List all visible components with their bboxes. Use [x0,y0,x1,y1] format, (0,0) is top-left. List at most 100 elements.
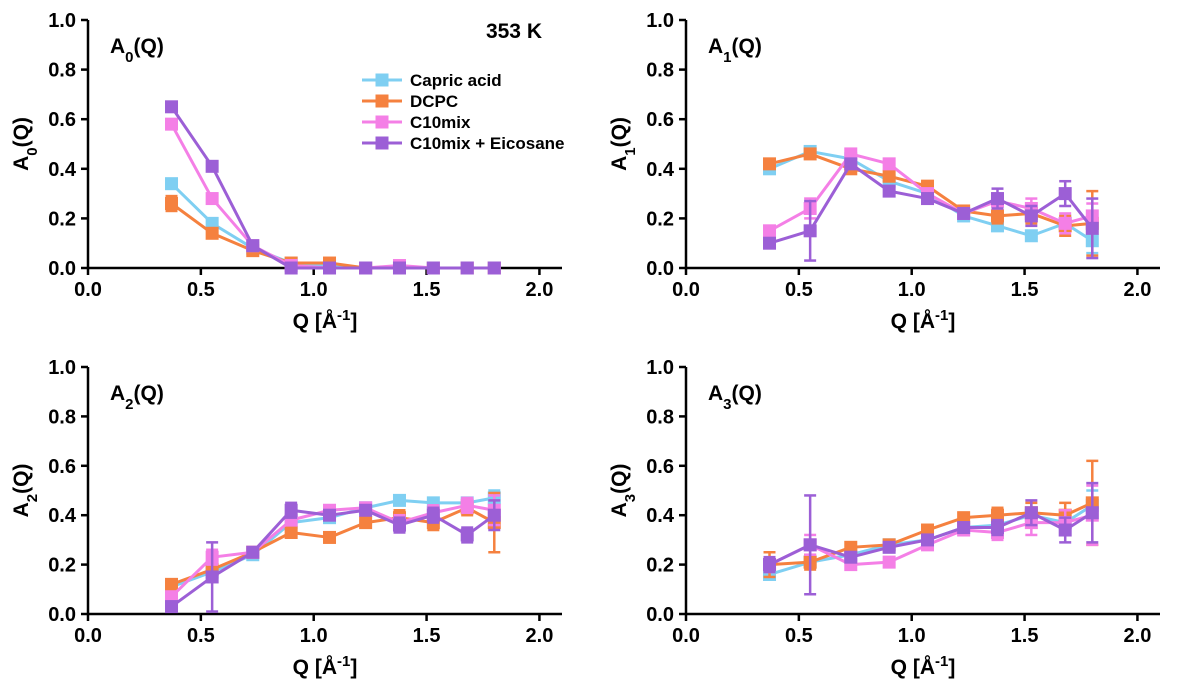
x-tick-label: 0.5 [187,279,215,301]
y-axis-title: A1(Q) [608,117,639,171]
data-point [763,236,777,250]
data-point [487,508,501,522]
x-tick-label: 1.5 [1011,625,1039,647]
y-tick-label: 0.6 [48,456,76,478]
x-tick-label: 0.0 [74,625,102,647]
x-tick-label: 0.5 [187,625,215,647]
y-axis-title: A2(Q) [10,464,41,518]
legend-label: C10mix [410,113,471,132]
y-tick-label: 0.8 [646,60,674,82]
legend-label: DCPC [410,92,458,111]
chart-panel-1: 0.0 0.2 0.4 0.6 0.8 1.0 0.0 0.5 1.0 1.5 2.0 Q [Å-1]… [608,10,1160,333]
data-point [957,521,971,535]
x-tick-label: 2.0 [526,279,554,301]
x-tick-label: 0.0 [672,279,700,301]
data-point [1058,187,1072,201]
data-point [165,117,179,131]
series-3 [165,100,501,275]
y-tick-label: 0.4 [48,505,77,527]
data-point [1024,506,1038,520]
data-point [205,226,219,240]
y-tick-label: 0.4 [48,159,77,181]
data-point [921,523,935,537]
legend: Capric acid DCPC C10mix C10mix + Eicosane [362,71,565,153]
data-point [426,508,440,522]
data-point [165,100,179,114]
y-tick-label: 0.8 [646,406,674,428]
data-point [1058,216,1072,230]
data-point [763,558,777,572]
y-tick-label: 1.0 [646,10,674,32]
data-point [957,206,971,220]
series-line [170,182,495,270]
data-point [359,503,373,517]
data-point [205,216,219,230]
data-point [323,261,337,275]
data-point [323,508,337,522]
x-axis-title: Q [Å-1] [293,307,358,334]
y-axis-title: A0(Q) [10,117,41,171]
y-tick-label: 0.6 [48,109,76,131]
y-tick-label: 0.2 [646,208,674,230]
series-line [170,105,495,270]
data-point [1024,209,1038,223]
data-point [763,224,777,238]
y-tick-label: 0.0 [646,258,674,280]
series-line [769,162,1094,245]
x-tick-label: 2.0 [1124,279,1152,301]
data-point [957,511,971,525]
series-3 [165,499,501,614]
x-tick-label: 0.5 [785,279,813,301]
panel-label: A1(Q) [708,35,762,66]
x-tick-label: 2.0 [526,625,554,647]
legend-item-2: C10mix [362,113,471,132]
data-point [487,261,501,275]
data-point [844,550,858,564]
data-point [392,518,406,532]
data-point [323,530,337,544]
panel-label: A3(Q) [708,382,762,413]
x-tick-label: 1.0 [300,279,328,301]
x-tick-label: 2.0 [1124,625,1152,647]
data-point [205,192,219,206]
data-point [392,493,406,507]
y-tick-label: 0.2 [48,208,76,230]
series-line [170,508,496,608]
legend-item-0: Capric acid [362,71,502,90]
legend-swatch-marker [375,136,389,150]
x-tick-label: 0.0 [672,625,700,647]
data-point [460,261,474,275]
y-tick-label: 1.0 [48,357,76,379]
x-axis-title: Q [Å-1] [293,653,358,680]
data-point [844,540,858,554]
data-point [165,577,179,591]
legend-item-3: C10mix + Eicosane [362,134,565,153]
data-point [246,239,260,253]
series-3 [763,481,1099,596]
data-point [284,261,298,275]
series-line [171,506,496,586]
data-point [426,261,440,275]
series-line [769,152,1093,228]
y-tick-label: 0.4 [646,505,675,527]
y-tick-label: 0.4 [646,159,675,181]
data-point [165,177,179,191]
data-point [803,147,817,161]
y-tick-label: 1.0 [646,357,674,379]
x-tick-label: 1.0 [300,625,328,647]
y-tick-label: 0.6 [646,456,674,478]
data-point [882,540,896,554]
y-tick-label: 0.2 [48,555,76,577]
data-point [882,555,896,569]
data-point [803,224,817,238]
y-tick-label: 0.8 [48,60,76,82]
y-tick-label: 0.6 [646,109,674,131]
data-point [284,503,298,517]
series-3 [763,157,1099,262]
x-tick-label: 1.0 [898,625,926,647]
chart-panel-2: 0.0 0.2 0.4 0.6 0.8 1.0 0.0 0.5 1.0 1.5 2.0 Q [Å-1]… [10,357,562,679]
data-point [359,261,373,275]
x-tick-label: 1.5 [413,279,441,301]
y-tick-label: 1.0 [48,10,76,32]
data-point [990,192,1004,206]
